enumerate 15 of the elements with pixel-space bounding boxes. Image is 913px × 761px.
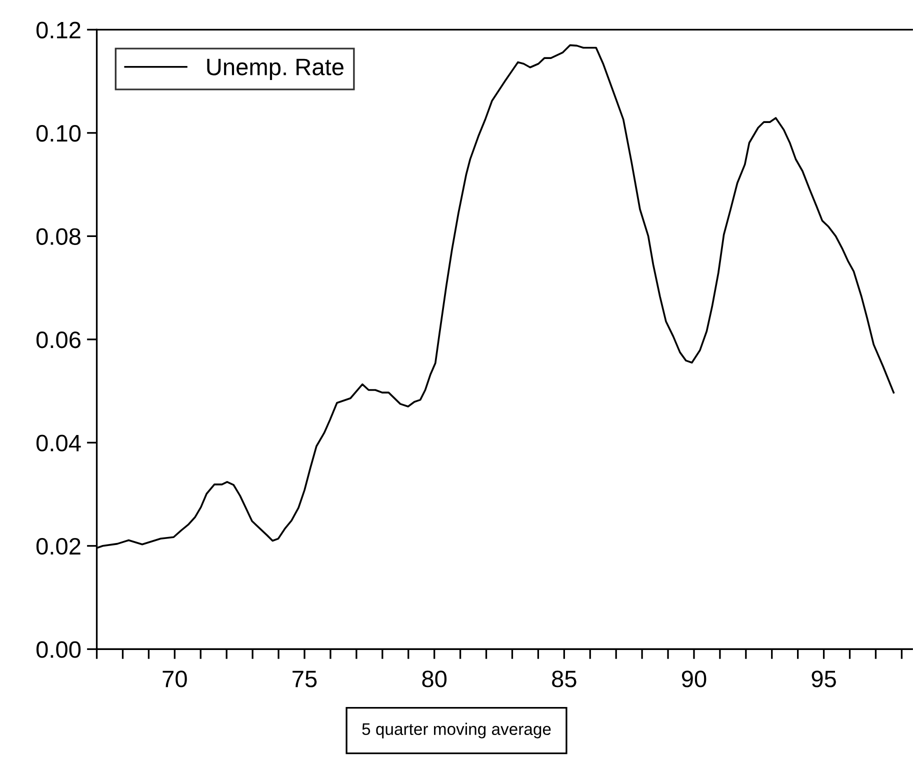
- y-tick-label: 0.10: [36, 124, 81, 142]
- y-tick-label: 0.02: [36, 538, 80, 555]
- y-tick-label: 0.04: [36, 434, 81, 452]
- y-tick-label: 0.06: [36, 331, 80, 348]
- y-tick-label: 0.12: [36, 22, 80, 38]
- x-tick-label: 70: [162, 670, 187, 688]
- text: 5 quarter moving average: [362, 722, 551, 738]
- y-tick-label: 0.08: [36, 228, 80, 245]
- x-tick-label: 95: [812, 670, 836, 688]
- legend-label: Unemp. Rate: [207, 58, 344, 80]
- y-tick-label: 0.00: [36, 641, 81, 658]
- x-tick-label: 85: [552, 670, 576, 688]
- x-tick-label: 90: [682, 670, 706, 688]
- x-tick-label: 75: [292, 670, 317, 688]
- x-tick-label: 80: [422, 670, 447, 688]
